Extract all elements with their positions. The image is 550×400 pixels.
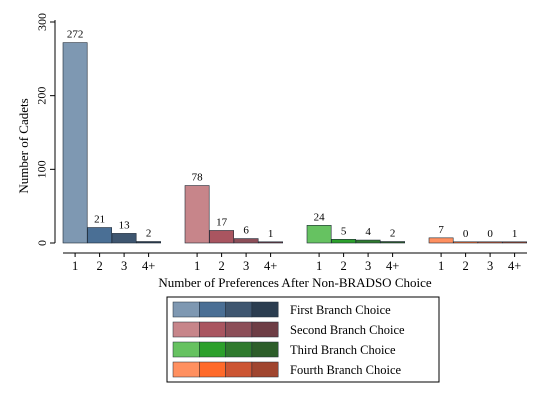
x-tick-label: 4+ bbox=[264, 259, 277, 273]
bar-2-4+ bbox=[258, 241, 284, 244]
bar-1-3 bbox=[111, 233, 137, 244]
legend-label: Fourth Branch Choice bbox=[290, 363, 402, 377]
legend-swatch bbox=[225, 361, 253, 378]
bar-1-1 bbox=[62, 42, 88, 244]
legend-swatch bbox=[251, 341, 279, 358]
x-tick-label: 3 bbox=[243, 259, 249, 273]
x-tick-label: 2 bbox=[218, 259, 224, 273]
bar-value-label: 24 bbox=[314, 211, 326, 223]
legend-swatch bbox=[199, 321, 226, 338]
y-tick-label: 200 bbox=[35, 87, 49, 105]
legend-swatch bbox=[251, 361, 279, 378]
x-axis: 1 2 3 4+ 1 2 3 4+ 1 2 3 4+ 1 2 3 4+ bbox=[63, 252, 527, 273]
legend-swatch bbox=[172, 361, 200, 378]
bar-4-3 bbox=[477, 241, 503, 244]
bar-value-label: 13 bbox=[119, 219, 131, 231]
y-axis: 0 100 200 300 bbox=[35, 13, 56, 246]
x-tick-label: 1 bbox=[72, 259, 78, 273]
legend: First Branch Choice Second Branch Choice T… bbox=[172, 301, 405, 378]
x-tick-label: 1 bbox=[194, 259, 200, 273]
bar-2-3 bbox=[233, 238, 259, 244]
x-tick-label: 4+ bbox=[508, 259, 521, 273]
x-tick-label: 2 bbox=[462, 259, 468, 273]
bar-value-label: 1 bbox=[512, 228, 518, 240]
bar-3-4+ bbox=[380, 241, 406, 244]
y-tick-label: 300 bbox=[35, 13, 49, 31]
x-tick-label: 2 bbox=[96, 259, 102, 273]
bar-value-label: 0 bbox=[463, 228, 469, 240]
bar-1-2 bbox=[87, 227, 113, 244]
x-tick-label: 1 bbox=[316, 259, 322, 273]
legend-label: First Branch Choice bbox=[290, 303, 391, 317]
bars: 272 21 13 2 78 17 6 1 24 5 4 2 7 0 0 1 bbox=[62, 29, 528, 244]
bar-value-label: 78 bbox=[192, 172, 204, 184]
bar-4-2 bbox=[453, 241, 479, 244]
bar-3-3 bbox=[355, 239, 381, 244]
legend-swatch bbox=[172, 341, 200, 358]
x-tick-label: 4+ bbox=[386, 259, 399, 273]
legend-swatch bbox=[225, 321, 253, 338]
bar-3-2 bbox=[331, 239, 357, 244]
bar-3-1 bbox=[306, 225, 332, 244]
x-tick-label: 1 bbox=[438, 259, 444, 273]
legend-label: Second Branch Choice bbox=[290, 323, 405, 337]
x-axis-label: Number of Preferences After Non-BRADSO C… bbox=[158, 275, 432, 290]
bar-value-label: 0 bbox=[487, 228, 493, 240]
legend-swatch bbox=[199, 361, 226, 378]
bar-value-label: 6 bbox=[243, 225, 249, 237]
legend-swatch bbox=[172, 321, 200, 338]
bar-2-1 bbox=[184, 185, 210, 244]
x-tick-label: 3 bbox=[365, 259, 371, 273]
legend-swatch bbox=[251, 321, 279, 338]
legend-swatch bbox=[199, 301, 226, 318]
bar-1-4+ bbox=[136, 241, 162, 244]
legend-swatch bbox=[199, 341, 226, 358]
bar-value-label: 17 bbox=[216, 216, 228, 228]
bar-4-1 bbox=[428, 237, 454, 244]
bar-value-label: 272 bbox=[67, 29, 84, 41]
x-tick-label: 4+ bbox=[142, 259, 155, 273]
x-tick-label: 3 bbox=[121, 259, 127, 273]
legend-label: Third Branch Choice bbox=[290, 343, 396, 357]
bar-value-label: 2 bbox=[390, 228, 396, 240]
legend-swatch bbox=[225, 301, 253, 318]
y-tick-label: 0 bbox=[35, 240, 49, 246]
y-tick-label: 100 bbox=[35, 160, 49, 178]
bar-4-4+ bbox=[502, 241, 528, 244]
bar-value-label: 5 bbox=[341, 225, 347, 237]
x-tick-label: 3 bbox=[487, 259, 493, 273]
bar-value-label: 2 bbox=[146, 228, 152, 240]
y-axis-label: Number of Cadets bbox=[16, 98, 31, 193]
legend-swatch bbox=[225, 341, 253, 358]
bar-value-label: 1 bbox=[268, 228, 274, 240]
legend-swatch bbox=[172, 301, 200, 318]
bar-value-label: 21 bbox=[94, 214, 105, 226]
legend-swatch bbox=[251, 301, 279, 318]
bar-value-label: 7 bbox=[438, 224, 444, 236]
x-tick-label: 2 bbox=[340, 259, 346, 273]
bar-2-2 bbox=[209, 230, 235, 244]
bar-value-label: 4 bbox=[365, 226, 371, 238]
